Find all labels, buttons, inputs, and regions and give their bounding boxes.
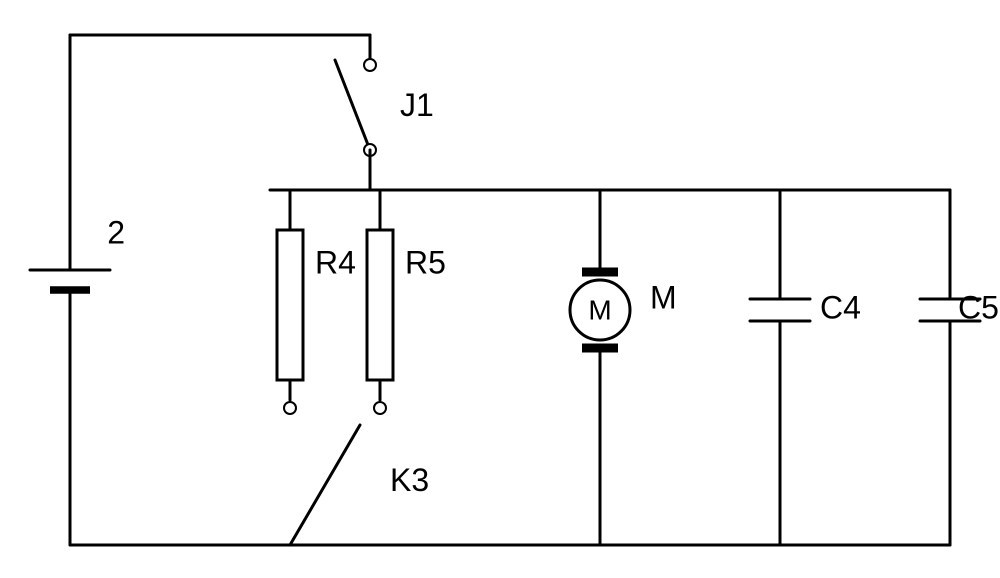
svg-text:C4: C4: [820, 289, 861, 325]
svg-text:R5: R5: [405, 244, 446, 280]
svg-text:R4: R4: [315, 244, 356, 280]
svg-text:M: M: [588, 295, 611, 326]
svg-text:C5: C5: [958, 289, 999, 325]
svg-text:J1: J1: [400, 87, 434, 123]
svg-text:K3: K3: [390, 462, 429, 498]
svg-text:2: 2: [107, 214, 125, 250]
svg-text:M: M: [650, 279, 677, 315]
